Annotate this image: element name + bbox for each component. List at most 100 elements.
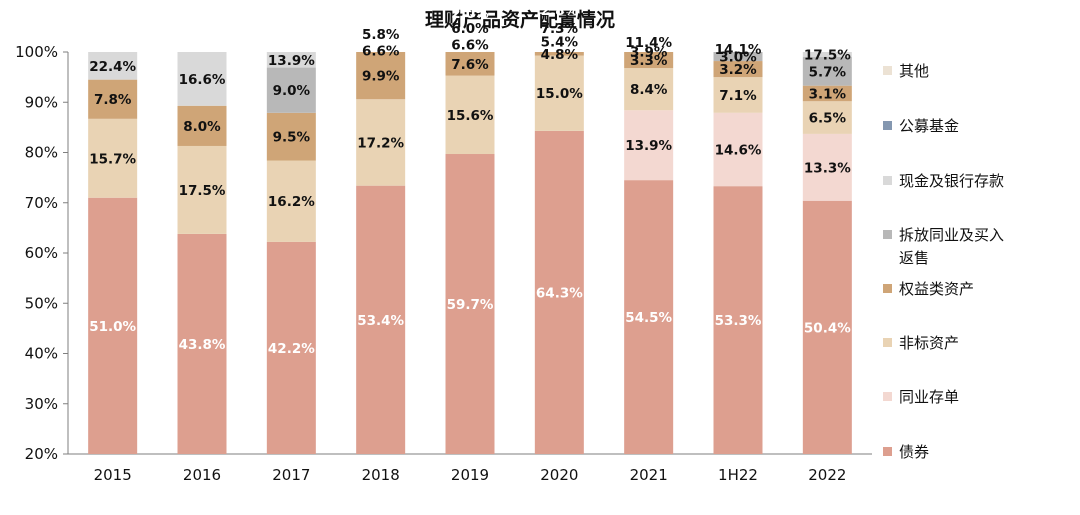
bar-segment bbox=[624, 68, 674, 111]
data-label: 6.6% bbox=[451, 38, 489, 54]
legend-swatch bbox=[883, 176, 892, 185]
y-tick-label: 70% bbox=[25, 194, 58, 212]
bar-segment bbox=[713, 52, 763, 62]
data-label: 54.5% bbox=[625, 310, 672, 326]
legend-swatch bbox=[883, 447, 892, 456]
data-label: 7.6% bbox=[451, 57, 489, 73]
data-label: 15.0% bbox=[536, 86, 583, 102]
data-label: 7.1% bbox=[719, 88, 757, 104]
bar-segment bbox=[624, 180, 674, 454]
bar-segment bbox=[356, 99, 406, 186]
data-label: 13.9% bbox=[625, 138, 672, 154]
data-label: 51.0% bbox=[89, 319, 136, 335]
data-label: 4.0% bbox=[719, 7, 757, 23]
data-label: 3.2% bbox=[719, 62, 757, 78]
x-tick-label: 2017 bbox=[272, 466, 310, 484]
bar-segment bbox=[713, 186, 763, 455]
data-label: 6.0% bbox=[451, 21, 489, 37]
data-label: 3.1% bbox=[809, 86, 847, 102]
data-label: 8.0% bbox=[183, 119, 221, 135]
bar-segment bbox=[802, 52, 852, 58]
data-label: 16.2% bbox=[268, 194, 315, 210]
data-label: 4.8% bbox=[541, 47, 579, 63]
y-tick-label: 30% bbox=[25, 395, 58, 413]
data-label: 53.4% bbox=[357, 313, 404, 329]
legend-swatch bbox=[883, 284, 892, 293]
bar-segment bbox=[88, 79, 138, 119]
y-tick-label: 80% bbox=[25, 144, 58, 162]
bar-segment bbox=[534, 52, 584, 56]
data-label: 9.0% bbox=[273, 83, 311, 99]
bar-segment bbox=[266, 52, 316, 68]
y-tick-label: 60% bbox=[25, 244, 58, 262]
data-label: 50.4% bbox=[804, 320, 851, 336]
bar-segment bbox=[177, 145, 227, 234]
data-label: 5.8% bbox=[362, 27, 400, 43]
bar-segment bbox=[713, 112, 763, 187]
data-label: 9.5% bbox=[273, 130, 311, 146]
legend-label: 返售 bbox=[899, 249, 929, 267]
data-label: 6.5% bbox=[809, 111, 847, 127]
bar-segment bbox=[88, 118, 138, 198]
bar-segment bbox=[534, 55, 584, 131]
y-tick-label: 20% bbox=[25, 445, 58, 463]
data-label: 8.4% bbox=[630, 82, 668, 98]
legend-label: 公募基金 bbox=[899, 117, 959, 135]
bar-segment bbox=[802, 200, 852, 454]
data-label: 2.0% bbox=[451, 6, 489, 22]
bar-segment bbox=[88, 197, 138, 454]
data-label: 3.9% bbox=[630, 45, 668, 61]
data-label: 13.9% bbox=[268, 53, 315, 69]
bar-segment bbox=[177, 52, 227, 106]
data-label: 7.3% bbox=[541, 21, 579, 37]
bar-segment bbox=[266, 160, 316, 242]
legend-label: 拆放同业及买入 bbox=[899, 226, 1004, 244]
data-label: 5.4% bbox=[541, 35, 579, 51]
x-tick-label: 2020 bbox=[540, 466, 578, 484]
data-label: 42.2% bbox=[268, 341, 315, 357]
x-tick-label: 2022 bbox=[808, 466, 846, 484]
data-label: 53.3% bbox=[715, 313, 762, 329]
data-label: 2.8% bbox=[541, 3, 579, 19]
legend-label: 同业存单 bbox=[899, 388, 959, 406]
legend-swatch bbox=[883, 121, 892, 130]
data-label: 11.4% bbox=[625, 35, 672, 51]
x-tick-label: 2018 bbox=[362, 466, 400, 484]
legend-label: 权益类资产 bbox=[899, 280, 974, 298]
data-label: 22.4% bbox=[89, 59, 136, 75]
data-label: 16.6% bbox=[179, 72, 226, 88]
data-label: 3.4% bbox=[362, 13, 400, 29]
bar-segment bbox=[266, 112, 316, 161]
legend-label: 其他 bbox=[899, 62, 929, 80]
x-tick-label: 1H22 bbox=[718, 466, 758, 484]
data-label: 43.8% bbox=[179, 337, 226, 353]
data-label: 7.8% bbox=[94, 92, 132, 108]
legend-label: 债券 bbox=[899, 443, 929, 461]
y-tick-label: 40% bbox=[25, 345, 58, 363]
bar-segment bbox=[624, 52, 674, 69]
data-label: 3.0% bbox=[719, 50, 757, 66]
x-tick-label: 2021 bbox=[630, 466, 668, 484]
y-tick-label: 100% bbox=[15, 43, 58, 61]
data-label: 64.3% bbox=[536, 285, 583, 301]
data-label: 5.7% bbox=[809, 64, 847, 80]
bar-segment bbox=[802, 133, 852, 201]
legend-swatch bbox=[883, 230, 892, 239]
bar-segment bbox=[802, 85, 852, 102]
y-tick-label: 90% bbox=[25, 93, 58, 111]
bar-segment bbox=[713, 61, 763, 78]
bar-segment bbox=[445, 75, 495, 155]
bar-segment bbox=[356, 185, 406, 455]
bar-segment bbox=[356, 52, 406, 100]
data-label: 13.3% bbox=[804, 160, 851, 176]
bar-segment bbox=[445, 154, 495, 454]
data-label: 14.1% bbox=[715, 42, 762, 58]
bar-segment bbox=[713, 77, 763, 113]
bars-layer bbox=[88, 52, 852, 455]
bar-segment bbox=[88, 52, 138, 80]
x-tick-label: 2015 bbox=[94, 466, 132, 484]
bar-segment bbox=[177, 233, 227, 454]
data-label: 59.7% bbox=[447, 297, 494, 313]
data-label: 9.9% bbox=[362, 69, 400, 85]
